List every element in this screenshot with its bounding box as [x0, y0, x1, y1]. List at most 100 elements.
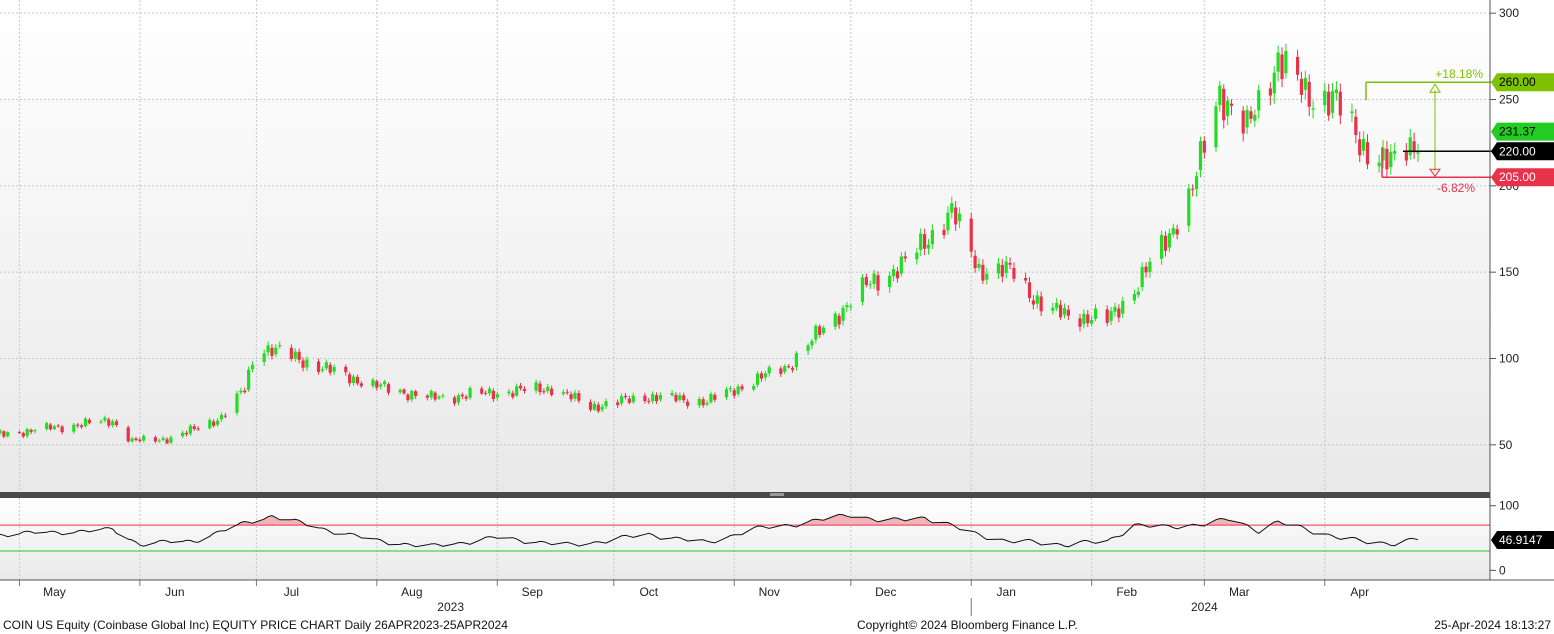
candle-up: [573, 389, 577, 402]
candle-body: [864, 277, 868, 285]
candle-body: [48, 424, 53, 430]
candle-body: [410, 390, 414, 400]
candle-down: [184, 430, 189, 437]
candle-body: [647, 400, 651, 402]
candle-up: [456, 393, 461, 406]
candle-body: [1004, 261, 1008, 273]
candle-down: [355, 374, 360, 386]
candle-down: [577, 390, 581, 404]
candle-down: [316, 358, 321, 375]
candle-down: [452, 395, 457, 407]
candle-up: [495, 391, 499, 401]
candle-body: [1175, 229, 1179, 235]
candle-up: [437, 394, 441, 400]
candle-up: [891, 264, 896, 282]
candle-up: [705, 400, 709, 407]
candle-up: [658, 392, 663, 402]
candle-body: [103, 417, 107, 421]
candle-down: [460, 392, 464, 400]
candle-up: [767, 364, 771, 377]
candle-body: [674, 394, 678, 402]
candle-body: [215, 420, 220, 425]
candle-body: [806, 345, 810, 351]
candle-up: [1218, 80, 1222, 112]
candle-body: [950, 203, 954, 213]
candle-body: [818, 326, 822, 335]
candle-up: [546, 383, 550, 394]
candle-up: [1136, 287, 1140, 298]
candle-body: [83, 418, 88, 427]
candle-up: [1148, 257, 1152, 278]
candle-body: [1144, 266, 1148, 273]
candle-up: [130, 436, 134, 443]
candle-body: [1051, 307, 1055, 311]
candle-down: [301, 357, 305, 372]
candle-body: [1086, 314, 1090, 324]
candle-body: [126, 427, 130, 442]
candle-body: [1257, 90, 1261, 111]
price-tick-label: 50: [1499, 438, 1513, 452]
candle-down: [1078, 313, 1082, 332]
candle-down: [942, 223, 946, 239]
footer-timestamp: 25-Apr-2024 18:13:27: [1434, 618, 1551, 632]
candle-body: [755, 373, 760, 385]
candle-down: [1299, 71, 1304, 103]
candle-down: [538, 380, 542, 396]
candle-up: [794, 351, 799, 371]
candle-body: [398, 389, 402, 393]
candle-body: [588, 402, 593, 410]
candle-body: [954, 207, 958, 225]
candle-body: [107, 419, 111, 426]
candle-body: [1381, 147, 1385, 161]
candle-down: [165, 437, 169, 445]
candle-body: [1078, 318, 1082, 327]
candle-body: [153, 437, 157, 442]
candle-body: [946, 212, 950, 231]
candle-body: [930, 230, 934, 245]
candle-up: [99, 419, 103, 425]
candle-down: [864, 273, 868, 288]
candle-up: [379, 382, 383, 390]
candle-body: [1082, 313, 1086, 324]
candle-body: [1311, 108, 1315, 110]
candle-body: [1000, 264, 1004, 277]
candle-down: [682, 392, 686, 403]
candle-body: [1362, 139, 1366, 151]
candle-body: [1117, 308, 1121, 318]
candle-down: [406, 393, 410, 403]
candle-up: [899, 251, 903, 277]
candle-up: [783, 364, 787, 375]
candle-up: [915, 247, 919, 265]
candle-down: [1058, 300, 1063, 320]
month-label-nov: Nov: [759, 585, 780, 599]
candle-body: [491, 390, 495, 400]
candle-body: [45, 423, 49, 429]
candle-up: [274, 344, 278, 358]
candle-down: [1039, 291, 1043, 317]
candle-down: [1354, 108, 1358, 144]
candle-up: [728, 385, 732, 393]
high-pct-label: +18.18%: [1435, 67, 1483, 81]
candle-body: [188, 425, 192, 434]
candle-body: [534, 382, 538, 391]
candle-body: [344, 366, 348, 373]
candle-down: [522, 386, 527, 394]
candle-up: [1362, 131, 1366, 156]
candle-down: [790, 366, 795, 373]
candle-body: [1140, 266, 1144, 288]
candle-up: [1004, 255, 1008, 279]
candle-body: [577, 393, 581, 401]
candle-up: [398, 388, 402, 395]
candle-body: [60, 426, 64, 433]
candle-down: [464, 394, 468, 402]
tag-current-price-box: [1491, 122, 1554, 141]
candle-body: [184, 432, 189, 435]
candle-body: [111, 421, 115, 426]
candle-up: [868, 280, 872, 289]
candle-up: [814, 323, 818, 344]
candle-body: [1008, 262, 1012, 265]
candle-body: [845, 304, 849, 308]
candle-body: [515, 386, 519, 396]
candle-body: [1295, 56, 1300, 75]
candle-body: [686, 401, 690, 406]
